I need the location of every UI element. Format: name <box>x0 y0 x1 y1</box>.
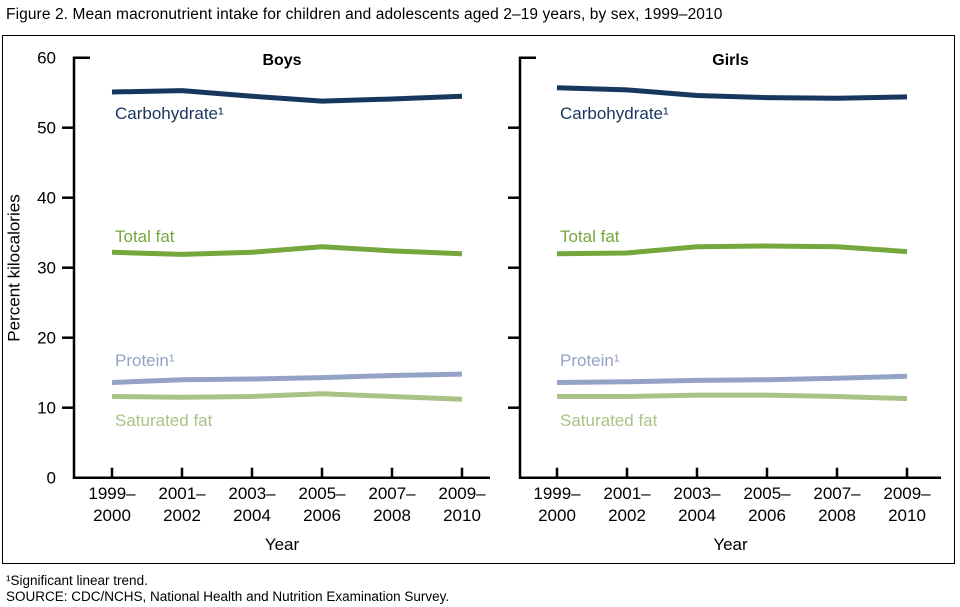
panel-boys <box>62 56 490 479</box>
x-tick-label: 2009– <box>883 484 931 503</box>
x-tick-label: 2007– <box>368 484 416 503</box>
x-tick-label: 2002 <box>608 506 646 525</box>
figure-title: Figure 2. Mean macronutrient intake for … <box>6 6 723 23</box>
x-tick-label: 2001– <box>158 484 206 503</box>
y-tick-label: 10 <box>37 399 56 418</box>
footnote-source: SOURCE: CDC/NCHS, National Health and Nu… <box>6 589 450 604</box>
series-label-total-fat-boys: Total fat <box>115 227 175 246</box>
x-tick-label: 2004 <box>678 506 716 525</box>
y-axis-title-wrap: Percent kilocalories <box>0 58 30 478</box>
series-line-protein <box>556 373 908 385</box>
x-tick-label: 1999– <box>88 484 136 503</box>
series-line-carbohydrate <box>556 85 908 101</box>
x-tick-label: 1999– <box>533 484 581 503</box>
x-tick-label: 2005– <box>298 484 346 503</box>
series-label-protein-girls: Protein¹ <box>560 351 620 370</box>
series-label-saturated-fat-boys: Saturated fat <box>115 411 213 430</box>
x-tick-label: 2000 <box>538 506 576 525</box>
series-label-total-fat-girls: Total fat <box>560 227 620 246</box>
x-tick-label: 2008 <box>373 506 411 525</box>
x-axis-title: Year <box>265 535 300 554</box>
x-tick-label: 2008 <box>818 506 856 525</box>
x-tick-label: 2005– <box>743 484 791 503</box>
series-line-total-fat <box>111 244 463 257</box>
series-line-saturated-fat <box>557 392 908 402</box>
panel-title-boys: Boys <box>262 52 302 69</box>
series-line-total-fat <box>556 243 908 257</box>
series-label-protein-boys: Protein¹ <box>115 351 175 370</box>
y-tick-label: 60 <box>37 49 56 68</box>
x-tick-label: 2006 <box>303 506 341 525</box>
y-axis-title: Percent kilocalories <box>5 194 24 342</box>
y-tick-label: 50 <box>37 119 56 138</box>
series-line-carbohydrate <box>111 88 463 104</box>
x-tick-label: 2004 <box>233 506 271 525</box>
y-tick-label: 40 <box>37 189 56 208</box>
x-tick-label: 2007– <box>813 484 861 503</box>
x-tick-label: 2009– <box>438 484 486 503</box>
series-line-protein <box>111 371 463 385</box>
x-tick-label: 2001– <box>603 484 651 503</box>
panel-title-girls: Girls <box>712 52 749 69</box>
x-axis-title: Year <box>713 535 748 554</box>
y-tick-label: 20 <box>37 329 56 348</box>
series-label-carbohydrate-boys: Carbohydrate¹ <box>115 104 224 123</box>
footnote-significant-trend: ¹Significant linear trend. <box>6 573 148 588</box>
x-tick-label: 2000 <box>93 506 131 525</box>
x-tick-label: 2003– <box>673 484 721 503</box>
y-tick-label: 0 <box>47 469 56 488</box>
series-label-carbohydrate-girls: Carbohydrate¹ <box>560 104 669 123</box>
x-tick-label: 2003– <box>228 484 276 503</box>
y-tick-label: 30 <box>37 259 56 278</box>
x-tick-label: 2006 <box>748 506 786 525</box>
series-line-saturated-fat <box>111 391 463 402</box>
x-tick-label: 2010 <box>443 506 481 525</box>
x-tick-label: 2002 <box>163 506 201 525</box>
chart-frame <box>2 35 955 564</box>
x-tick-label: 2010 <box>888 506 926 525</box>
series-label-saturated-fat-girls: Saturated fat <box>560 411 658 430</box>
panel-girls <box>508 56 941 479</box>
